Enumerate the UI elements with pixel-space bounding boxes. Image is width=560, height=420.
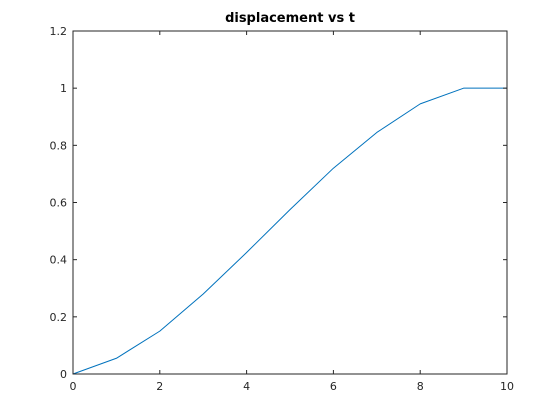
x-tick-label: 10	[500, 380, 514, 393]
y-tick-label: 0	[60, 368, 67, 381]
y-tick-label: 0.2	[50, 311, 68, 324]
series-line	[72, 87, 507, 375]
plot-area	[73, 31, 507, 374]
y-axis: 0 0.2 0.4 0.6 0.8 1 1.2	[50, 25, 507, 381]
chart-title: displacement vs t	[225, 11, 355, 26]
x-tick-label: 4	[243, 380, 250, 393]
x-axis: 0 2 4 6 8 10	[70, 31, 514, 393]
y-tick-label: 0.6	[50, 197, 68, 210]
y-tick-label: 0.4	[50, 254, 68, 267]
chart-marks	[72, 87, 507, 375]
y-tick-label: 1	[60, 82, 67, 95]
y-tick-label: 0.8	[50, 139, 68, 152]
x-tick-label: 0	[70, 380, 77, 393]
x-tick-label: 2	[156, 380, 163, 393]
y-tick-label: 1.2	[50, 25, 68, 38]
x-tick-label: 8	[417, 380, 424, 393]
x-tick-label: 6	[330, 380, 337, 393]
